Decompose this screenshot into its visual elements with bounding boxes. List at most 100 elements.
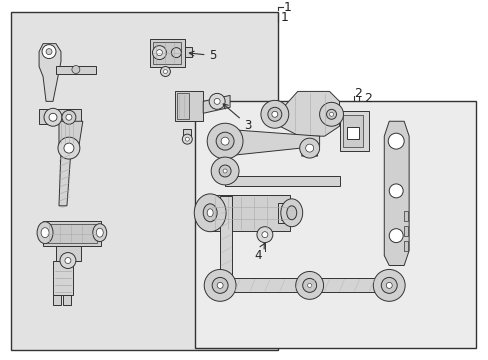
Circle shape bbox=[388, 184, 402, 198]
Circle shape bbox=[152, 46, 166, 59]
Ellipse shape bbox=[96, 228, 103, 237]
Polygon shape bbox=[59, 159, 66, 163]
Bar bbox=[404, 240, 407, 251]
Bar bbox=[177, 93, 189, 119]
Polygon shape bbox=[39, 44, 61, 102]
Circle shape bbox=[163, 69, 167, 73]
Bar bbox=[153, 42, 181, 64]
Polygon shape bbox=[59, 179, 66, 183]
Bar bbox=[210, 195, 289, 231]
Circle shape bbox=[60, 253, 76, 269]
Circle shape bbox=[387, 133, 404, 149]
Circle shape bbox=[219, 165, 231, 177]
Circle shape bbox=[182, 134, 192, 144]
Polygon shape bbox=[220, 196, 232, 275]
Circle shape bbox=[44, 108, 62, 126]
Bar bbox=[11, 12, 277, 350]
Circle shape bbox=[204, 270, 236, 301]
Circle shape bbox=[307, 283, 311, 287]
Polygon shape bbox=[59, 204, 66, 208]
Polygon shape bbox=[150, 39, 185, 67]
Circle shape bbox=[211, 157, 239, 185]
Circle shape bbox=[46, 49, 52, 55]
Circle shape bbox=[372, 270, 405, 301]
Circle shape bbox=[329, 112, 333, 116]
Circle shape bbox=[381, 278, 396, 293]
Bar bbox=[343, 115, 363, 147]
Text: 3: 3 bbox=[223, 104, 251, 132]
Polygon shape bbox=[39, 109, 81, 124]
Text: 4: 4 bbox=[254, 243, 264, 262]
Polygon shape bbox=[224, 129, 319, 156]
Polygon shape bbox=[43, 221, 101, 246]
Polygon shape bbox=[53, 261, 73, 295]
Polygon shape bbox=[279, 91, 339, 136]
Polygon shape bbox=[59, 164, 66, 168]
Polygon shape bbox=[203, 95, 230, 113]
Text: 1: 1 bbox=[280, 11, 288, 24]
Circle shape bbox=[42, 45, 56, 59]
Ellipse shape bbox=[93, 224, 106, 242]
Ellipse shape bbox=[41, 228, 49, 238]
Polygon shape bbox=[185, 47, 192, 57]
Ellipse shape bbox=[203, 204, 217, 222]
Circle shape bbox=[62, 110, 76, 124]
Circle shape bbox=[299, 138, 319, 158]
Circle shape bbox=[156, 50, 162, 55]
Bar bbox=[183, 129, 191, 139]
Ellipse shape bbox=[37, 222, 53, 244]
Circle shape bbox=[58, 137, 80, 159]
Polygon shape bbox=[59, 189, 66, 193]
Polygon shape bbox=[56, 66, 96, 75]
Circle shape bbox=[326, 109, 336, 119]
Circle shape bbox=[207, 123, 243, 159]
Text: 1: 1 bbox=[283, 1, 291, 14]
Ellipse shape bbox=[280, 199, 302, 227]
Circle shape bbox=[271, 111, 277, 117]
Circle shape bbox=[261, 100, 288, 128]
Ellipse shape bbox=[207, 209, 213, 217]
Circle shape bbox=[388, 229, 402, 243]
Circle shape bbox=[160, 67, 170, 76]
Circle shape bbox=[223, 169, 226, 173]
Circle shape bbox=[49, 113, 57, 121]
Circle shape bbox=[256, 227, 272, 243]
Circle shape bbox=[171, 48, 181, 58]
Text: 2: 2 bbox=[354, 87, 362, 100]
Polygon shape bbox=[220, 278, 388, 292]
Polygon shape bbox=[59, 199, 66, 203]
Bar bbox=[347, 127, 359, 139]
Circle shape bbox=[319, 102, 343, 126]
Polygon shape bbox=[59, 169, 66, 173]
Ellipse shape bbox=[194, 194, 225, 232]
Circle shape bbox=[267, 107, 281, 121]
Text: 2: 2 bbox=[364, 92, 371, 105]
Circle shape bbox=[212, 278, 227, 293]
Polygon shape bbox=[175, 91, 203, 121]
Polygon shape bbox=[59, 121, 82, 146]
Circle shape bbox=[66, 114, 72, 120]
Circle shape bbox=[221, 137, 228, 145]
Polygon shape bbox=[301, 138, 317, 156]
Bar bbox=[404, 211, 407, 221]
Circle shape bbox=[295, 271, 323, 299]
Polygon shape bbox=[56, 246, 81, 261]
Circle shape bbox=[217, 282, 223, 288]
Circle shape bbox=[305, 144, 313, 152]
Circle shape bbox=[262, 232, 267, 238]
Text: 5: 5 bbox=[189, 49, 216, 62]
Polygon shape bbox=[59, 194, 66, 198]
Circle shape bbox=[302, 278, 316, 292]
Polygon shape bbox=[63, 295, 71, 305]
Bar bbox=[195, 102, 475, 348]
Circle shape bbox=[72, 66, 80, 73]
Bar bbox=[277, 203, 297, 223]
Polygon shape bbox=[224, 176, 339, 186]
Polygon shape bbox=[53, 295, 61, 305]
Circle shape bbox=[386, 282, 391, 288]
Polygon shape bbox=[384, 121, 408, 265]
Bar bbox=[404, 226, 407, 236]
Polygon shape bbox=[59, 184, 66, 188]
Bar bbox=[280, 206, 292, 220]
Circle shape bbox=[64, 143, 74, 153]
